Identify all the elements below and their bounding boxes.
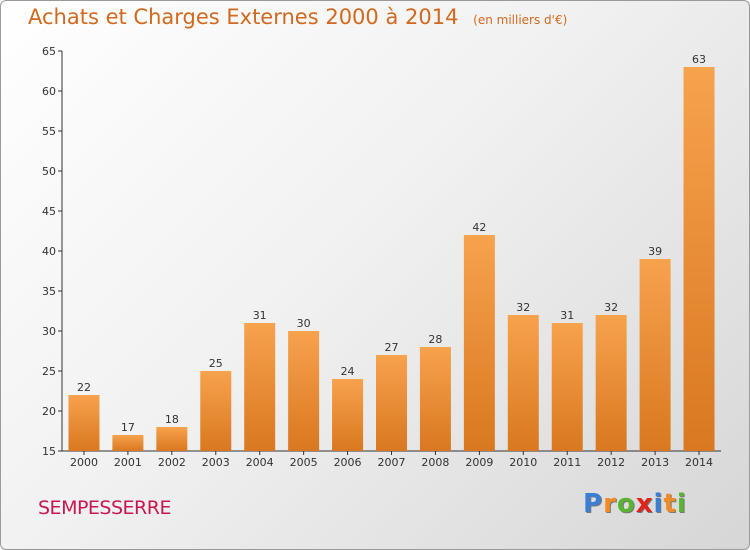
bar: [200, 371, 232, 451]
bar-value-label: 25: [209, 357, 223, 370]
y-tick-label: 50: [42, 165, 56, 178]
bar-value-label: 42: [472, 221, 486, 234]
chart-title-main: Achats et Charges Externes 2000 à 2014: [28, 5, 459, 29]
y-tick-label: 55: [42, 125, 56, 138]
bar-value-label: 27: [385, 341, 399, 354]
chart-bars: 22 17 18 25 31 30 24 27 28 42 32 31 32 39 63: [68, 53, 715, 451]
x-tick-label: 2005: [290, 456, 318, 469]
x-tick-label: 2013: [641, 456, 669, 469]
x-tick-label: 2006: [334, 456, 362, 469]
bar: [332, 379, 364, 451]
bar: [244, 323, 276, 451]
logo-letter: i: [676, 489, 687, 519]
bar: [595, 315, 627, 451]
x-tick-label: 2004: [246, 456, 274, 469]
x-tick-label: 2014: [685, 456, 713, 469]
bar: [551, 323, 583, 451]
bar-value-label: 24: [341, 365, 355, 378]
x-tick-label: 2011: [553, 456, 581, 469]
y-tick-label: 25: [42, 365, 56, 378]
bar-value-label: 32: [604, 301, 618, 314]
bar: [376, 355, 407, 451]
y-tick-label: 65: [42, 45, 56, 58]
bar-value-label: 28: [428, 333, 442, 346]
x-tick-label: 2002: [158, 456, 186, 469]
bar: [419, 347, 451, 451]
x-tick-label: 2009: [465, 456, 493, 469]
bar: [639, 259, 671, 451]
proxiti-logo: Proxiti: [583, 489, 687, 519]
chart-axes: 15 20 25 30 35 40 45 50 55 60 65 2000 2001 2002 2003 20…: [42, 45, 721, 469]
logo-letter: o: [616, 489, 636, 519]
bar-value-label: 18: [165, 413, 179, 426]
y-tick-label: 40: [42, 245, 56, 258]
y-tick-label: 45: [42, 205, 56, 218]
bar-value-label: 31: [253, 309, 267, 322]
bar: [288, 331, 320, 451]
y-tick-label: 35: [42, 285, 56, 298]
chart-title: Achats et Charges Externes 2000 à 2014 (…: [28, 5, 567, 29]
bar-value-label: 31: [560, 309, 574, 322]
y-tick-label: 60: [42, 85, 56, 98]
logo-letter: r: [603, 489, 617, 519]
y-tick-label: 30: [42, 325, 56, 338]
x-tick-label: 2008: [421, 456, 449, 469]
x-tick-label: 2000: [70, 456, 98, 469]
x-tick-label: 2007: [378, 456, 406, 469]
bar-value-label: 39: [648, 245, 662, 258]
logo-letter: i: [653, 489, 664, 519]
logo-letter: P: [583, 489, 604, 519]
commune-name: SEMPESSERRE: [38, 497, 171, 519]
bar-value-label: 22: [77, 381, 91, 394]
x-tick-label: 2003: [202, 456, 230, 469]
chart-title-unit: (en milliers d'€): [473, 13, 568, 27]
bar-value-label: 63: [692, 53, 706, 66]
bar: [112, 435, 144, 451]
y-tick-label: 20: [42, 405, 56, 418]
bar: [683, 67, 715, 451]
x-tick-label: 2010: [509, 456, 537, 469]
y-tick-label: 15: [42, 445, 56, 458]
x-tick-label: 2001: [114, 456, 142, 469]
bar: [156, 427, 188, 451]
bar: [68, 395, 100, 451]
bar-value-label: 17: [121, 421, 135, 434]
bar-value-label: 30: [297, 317, 311, 330]
logo-letter: t: [663, 489, 677, 519]
bar: [463, 235, 495, 451]
logo-letter: x: [635, 489, 654, 519]
bar-value-label: 32: [516, 301, 530, 314]
x-tick-label: 2012: [597, 456, 625, 469]
bar: [507, 315, 539, 451]
